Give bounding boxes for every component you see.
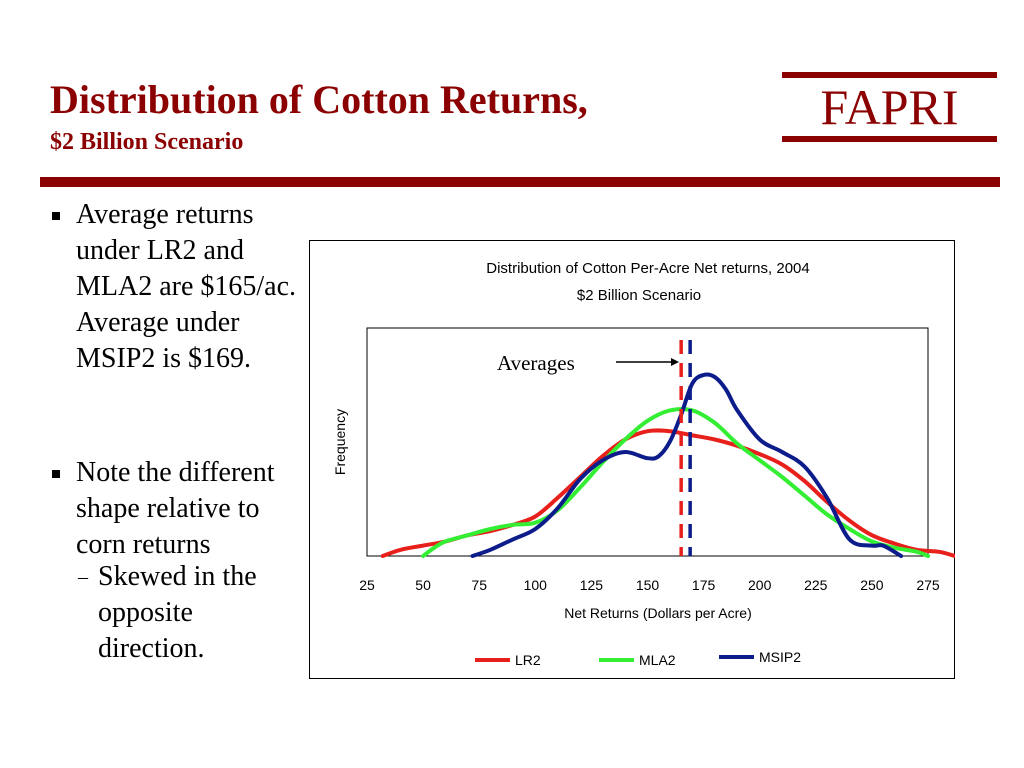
bullet-list-2: Note the different shape relative to cor…	[52, 455, 304, 667]
chart-legend: LR2 MLA2 MSIP2	[475, 649, 801, 668]
x-tick-label: 50	[415, 577, 431, 593]
series-line-mla2	[421, 406, 930, 558]
chart-frame	[309, 240, 955, 679]
bullet-list: Average returns under LR2 and MLA2 are $…	[52, 197, 304, 377]
bullet-text: Note the different shape relative to cor…	[76, 457, 275, 560]
plot-area	[366, 327, 929, 557]
average-lines	[679, 340, 692, 556]
slide-title: Distribution of Cotton Returns,	[50, 77, 588, 122]
sub-bullet-item: – Skewed in the opposite direction.	[28, 559, 304, 667]
x-tick-label: 250	[860, 577, 884, 593]
x-tick-label: 100	[524, 577, 548, 593]
series-line-msip2	[470, 372, 904, 558]
sub-bullet-text: Skewed in the opposite direction.	[98, 561, 257, 664]
chart-subtitle: $2 Billion Scenario	[577, 287, 701, 304]
bullet-item-shape: Note the different shape relative to cor…	[52, 455, 304, 563]
averages-annotation: Averages	[497, 351, 575, 375]
series-lines	[380, 372, 955, 558]
y-axis-label: Frequency	[332, 409, 348, 475]
net-returns-chart: Distribution of Cotton Per-Acre Net retu…	[309, 240, 955, 679]
x-tick-label: 200	[748, 577, 772, 593]
fapri-logo: FAPRI	[820, 79, 959, 135]
bullet-text: Average returns under LR2 and MLA2 are $…	[76, 199, 297, 374]
x-tick-label: 225	[804, 577, 828, 593]
x-tick-label: 275	[916, 577, 940, 593]
header-rule	[40, 177, 1000, 187]
chart-title: Distribution of Cotton Per-Acre Net retu…	[486, 260, 809, 277]
x-tick-label: 175	[692, 577, 716, 593]
x-tick-label: 125	[580, 577, 604, 593]
x-axis-label: Net Returns (Dollars per Acre)	[564, 605, 752, 621]
square-bullet-icon	[52, 212, 60, 220]
dash-bullet-icon: –	[78, 566, 88, 588]
arrow-head-icon	[671, 358, 679, 366]
legend-label-lr2: LR2	[515, 652, 541, 668]
legend-label-mla2: MLA2	[639, 652, 676, 668]
legend-label-msip2: MSIP2	[759, 649, 801, 665]
x-tick-label: 25	[359, 577, 375, 593]
logo-top-bar	[782, 72, 997, 78]
slide-subtitle: $2 Billion Scenario	[50, 129, 244, 155]
bullet-item-averages: Average returns under LR2 and MLA2 are $…	[52, 197, 304, 377]
logo-bottom-bar	[782, 136, 997, 142]
x-tick-label: 150	[636, 577, 660, 593]
x-tick-label: 75	[471, 577, 487, 593]
square-bullet-icon	[52, 470, 60, 478]
x-tick-labels: 25 50 75 100 125 150 175 200 225 250 275	[359, 577, 940, 593]
